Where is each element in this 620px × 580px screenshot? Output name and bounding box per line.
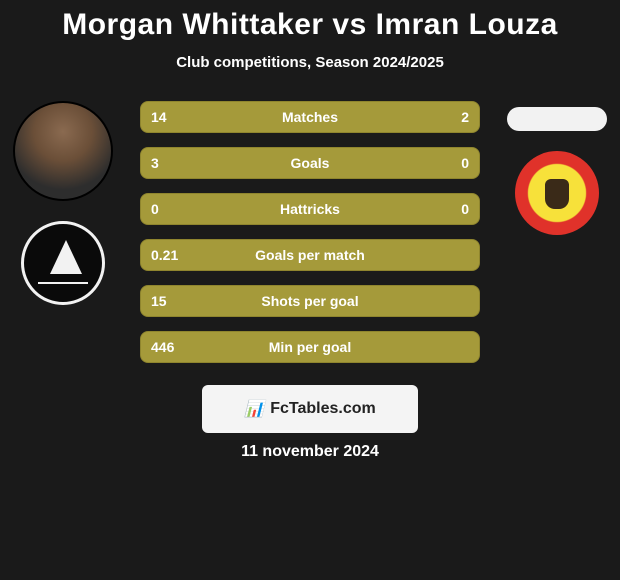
stat-left-value: 3 [151, 155, 159, 171]
source-label: FcTables.com [270, 400, 376, 418]
stat-right-value: 0 [461, 155, 469, 171]
player1-column [8, 101, 118, 305]
stat-row-shots-per-goal: 15 Shots per goal [140, 285, 480, 317]
stat-label: Goals per match [141, 247, 479, 263]
content-area: 14 Matches 2 3 Goals 0 0 Hattricks 0 0.2… [0, 101, 620, 461]
stat-row-goals-per-match: 0.21 Goals per match [140, 239, 480, 271]
stat-label: Goals [141, 155, 479, 171]
stat-row-goals: 3 Goals 0 [140, 147, 480, 179]
source-badge: 📊 FcTables.com [202, 385, 418, 433]
player1-avatar [13, 101, 113, 201]
stat-left-value: 15 [151, 293, 167, 309]
stat-left-value: 14 [151, 109, 167, 125]
stat-left-value: 0.21 [151, 247, 178, 263]
chart-icon: 📊 [244, 399, 264, 419]
stat-right-value: 0 [461, 201, 469, 217]
player1-club-logo [21, 221, 105, 305]
comparison-card: Morgan Whittaker vs Imran Louza Club com… [0, 0, 620, 461]
season-subtitle: Club competitions, Season 2024/2025 [0, 54, 620, 71]
stat-row-min-per-goal: 446 Min per goal [140, 331, 480, 363]
stat-left-value: 446 [151, 339, 174, 355]
player2-club-logo [515, 151, 599, 235]
stats-bars: 14 Matches 2 3 Goals 0 0 Hattricks 0 0.2… [140, 101, 480, 363]
stat-right-value: 2 [461, 109, 469, 125]
player2-avatar [507, 107, 607, 131]
stat-label: Shots per goal [141, 293, 479, 309]
stat-row-hattricks: 0 Hattricks 0 [140, 193, 480, 225]
stat-row-matches: 14 Matches 2 [140, 101, 480, 133]
player2-column [502, 101, 612, 235]
page-title: Morgan Whittaker vs Imran Louza [0, 8, 620, 42]
stat-left-value: 0 [151, 201, 159, 217]
stat-label: Hattricks [141, 201, 479, 217]
date-label: 11 november 2024 [0, 443, 620, 461]
stat-label: Min per goal [141, 339, 479, 355]
stat-label: Matches [141, 109, 479, 125]
